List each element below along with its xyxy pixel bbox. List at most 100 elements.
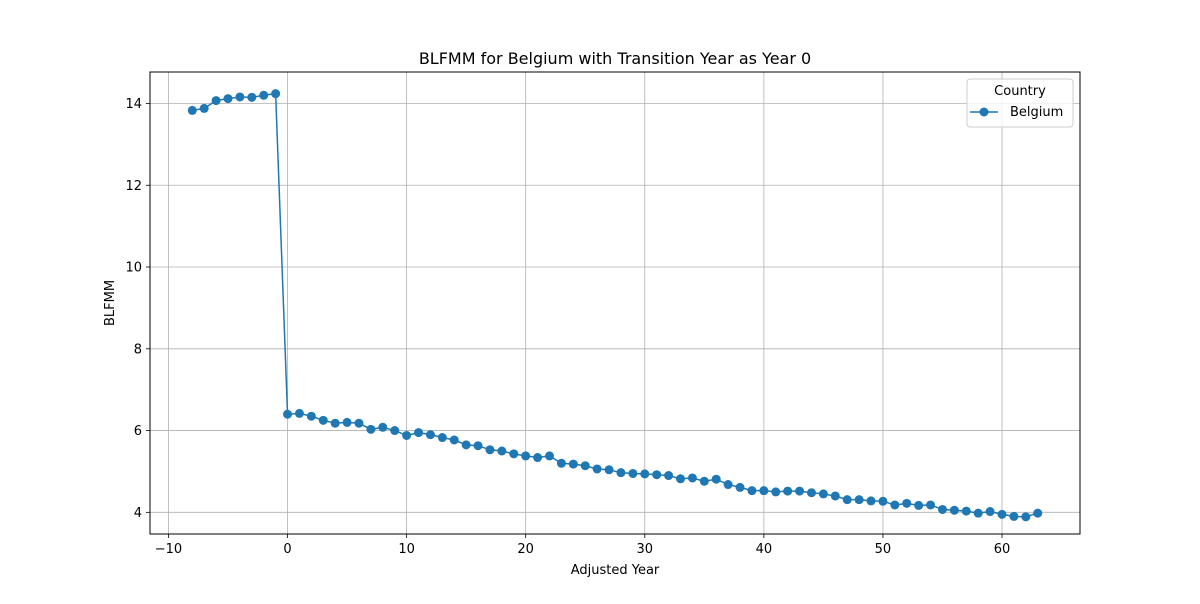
data-point <box>890 500 900 510</box>
data-point <box>735 482 745 492</box>
data-point <box>961 506 971 516</box>
data-point <box>461 440 471 450</box>
legend: Country Belgium <box>966 78 1074 128</box>
y-tick-label: 14 <box>125 97 142 112</box>
x-tick-label: 50 <box>875 542 892 557</box>
data-point <box>211 96 221 106</box>
plot-frame <box>149 71 1081 535</box>
y-tick-label: 6 <box>134 424 142 439</box>
x-tick-label: 40 <box>756 542 773 557</box>
data-point <box>854 495 864 505</box>
data-point <box>616 468 626 478</box>
data-point <box>199 103 209 113</box>
data-point <box>759 486 769 496</box>
data-point <box>1009 511 1019 521</box>
data-point <box>402 430 412 440</box>
data-point <box>937 504 947 514</box>
data-point <box>806 488 816 498</box>
x-tick-label: 60 <box>994 542 1011 557</box>
grid-lines <box>150 72 1080 534</box>
data-point <box>830 491 840 501</box>
data-point <box>449 435 459 445</box>
data-point <box>866 496 876 506</box>
data-point <box>414 428 424 438</box>
data-point <box>235 92 245 102</box>
data-point <box>259 90 269 100</box>
data-point <box>1021 512 1031 522</box>
data-point <box>247 92 257 102</box>
y-tick-label: 12 <box>125 179 142 194</box>
legend-box <box>966 78 1074 128</box>
x-tick-label: 20 <box>517 542 534 557</box>
data-point <box>390 426 400 436</box>
data-point <box>568 459 578 469</box>
data-point <box>926 500 936 510</box>
data-point <box>795 486 805 496</box>
data-point <box>509 449 519 459</box>
data-point <box>628 468 638 478</box>
data-point <box>306 411 316 421</box>
data-point <box>223 94 233 104</box>
data-point <box>378 422 388 432</box>
data-point <box>545 451 555 461</box>
data-point <box>783 486 793 496</box>
data-point <box>687 473 697 483</box>
data-point <box>318 415 328 425</box>
data-point <box>473 441 483 451</box>
data-point <box>283 409 293 419</box>
data-point <box>533 453 543 463</box>
data-point <box>521 451 531 461</box>
data-point <box>187 105 197 115</box>
data-point <box>675 474 685 484</box>
data-point <box>711 474 721 484</box>
data-point <box>723 480 733 490</box>
axis-ticks: −10 0 10 20 30 40 50 60 4 6 8 10 12 14 <box>125 97 1010 557</box>
data-point <box>640 469 650 479</box>
legend-entry-belgium: Belgium <box>1010 105 1063 120</box>
data-point <box>902 498 912 508</box>
x-tick-label: 10 <box>398 542 415 557</box>
data-point <box>271 89 281 99</box>
data-point <box>366 424 376 434</box>
x-axis-label: Adjusted Year <box>571 563 660 578</box>
data-point <box>580 461 590 471</box>
x-tick-label: 30 <box>636 542 653 557</box>
data-point <box>437 433 447 443</box>
data-point <box>997 509 1007 519</box>
y-tick-label: 10 <box>125 261 142 276</box>
legend-marker-swatch <box>979 107 989 117</box>
data-point <box>485 445 495 455</box>
data-point <box>342 417 352 427</box>
data-point <box>604 465 614 475</box>
data-point <box>294 408 304 418</box>
data-point <box>354 418 364 428</box>
data-point <box>330 418 340 428</box>
x-tick-label: 0 <box>283 542 291 557</box>
data-point <box>747 486 757 496</box>
data-point <box>556 458 566 468</box>
chart-title: BLFMM for Belgium with Transition Year a… <box>419 49 811 68</box>
data-point <box>878 496 888 506</box>
data-point <box>497 446 507 456</box>
data-point <box>771 487 781 497</box>
data-point <box>949 505 959 515</box>
data-point <box>652 470 662 480</box>
y-axis-label: BLFMM <box>103 280 118 326</box>
data-point <box>914 500 924 510</box>
legend-title: Country <box>994 84 1046 99</box>
data-point <box>1033 508 1043 518</box>
data-point <box>699 476 709 486</box>
data-point <box>973 508 983 518</box>
data-point <box>818 489 828 499</box>
data-point <box>425 430 435 440</box>
x-tick-label: −10 <box>155 542 182 557</box>
y-tick-label: 4 <box>134 506 142 521</box>
y-tick-label: 8 <box>134 342 142 357</box>
data-point <box>592 464 602 474</box>
data-point <box>842 495 852 505</box>
data-point <box>985 507 995 517</box>
series-layer <box>187 89 1043 522</box>
data-point <box>664 471 674 481</box>
